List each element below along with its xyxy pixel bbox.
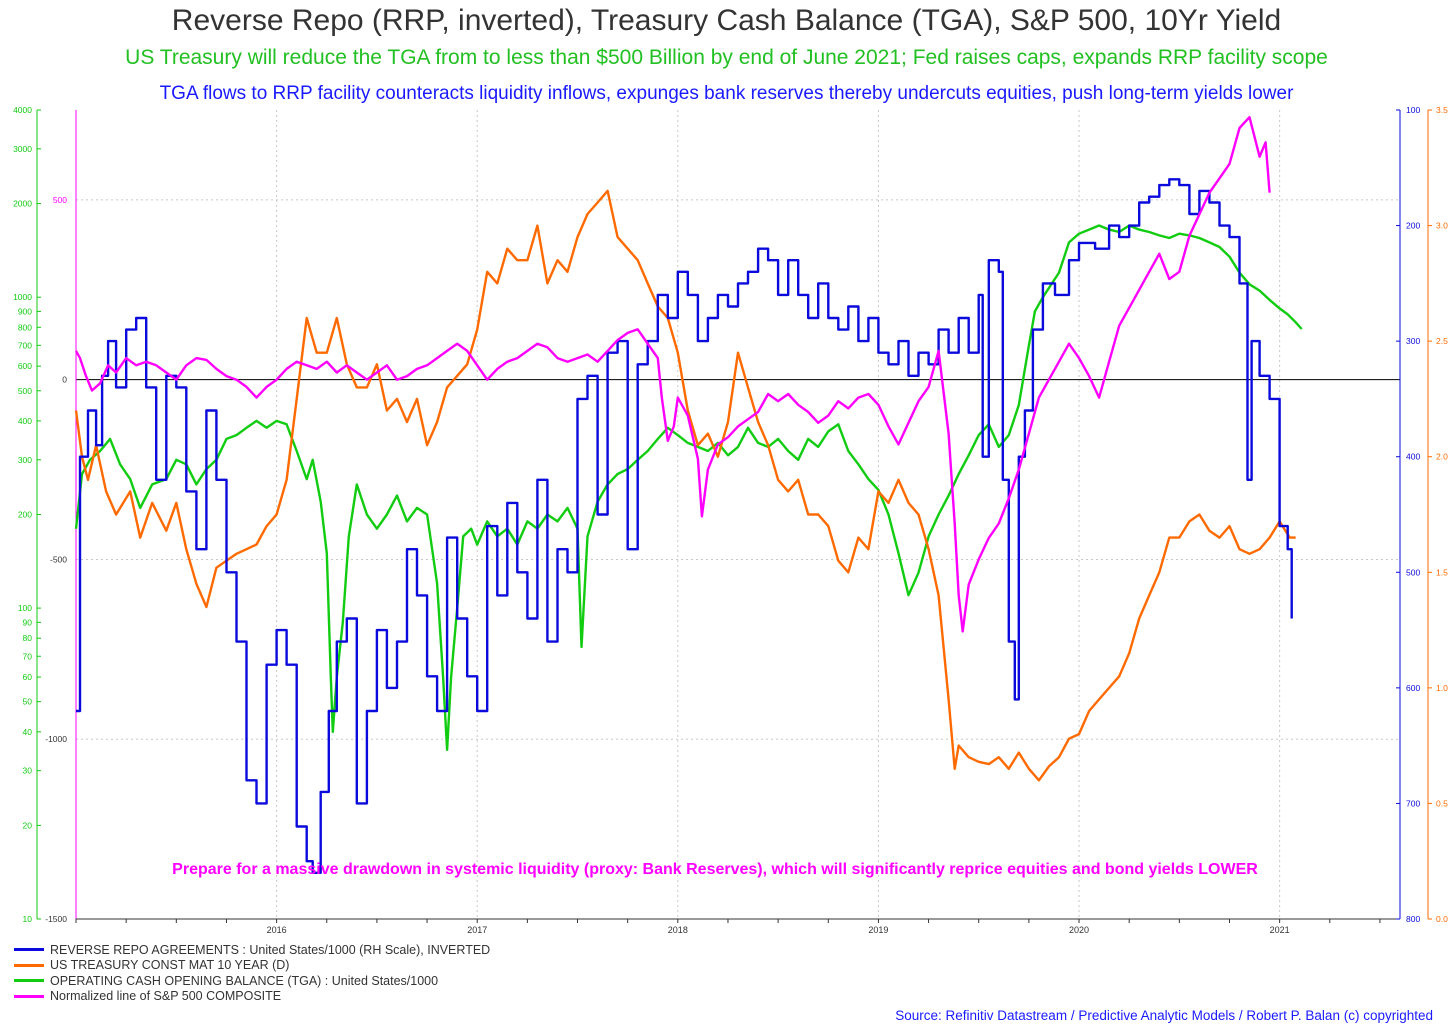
tnx-tick-label: 3.0	[1436, 221, 1448, 231]
x-tick-label: 2020	[1069, 925, 1089, 935]
legend-label-tnx: US TREASURY CONST MAT 10 YEAR (D)	[50, 958, 290, 973]
tnx-tick-label: 3.5	[1436, 105, 1448, 115]
spx-tick-label: -1500	[45, 914, 67, 924]
legend-swatch-tga	[14, 979, 44, 983]
legend-label-rrp: REVERSE REPO AGREEMENTS : United States/…	[50, 942, 491, 957]
chart-subtitle: US Treasury will reduce the TGA from to …	[125, 46, 1328, 69]
x-tick-label: 2017	[467, 925, 487, 935]
series-line-tnx	[74, 189, 1296, 782]
rrp-tick-label: 400	[1406, 452, 1420, 462]
spx-tick-label: 500	[53, 195, 67, 205]
spx-tick-label: -1000	[45, 734, 67, 744]
legend-item-rrp: REVERSE REPO AGREEMENTS : United States/…	[14, 942, 490, 958]
spx-tick-label: 0	[62, 375, 67, 385]
legend-swatch-rrp	[14, 948, 44, 952]
spx-tick-label: -500	[50, 554, 67, 564]
annotation-text: Prepare for a massive drawdown in system…	[172, 861, 1258, 878]
tga-tick-label: 700	[18, 340, 32, 350]
chart-title: Reverse Repo (RRP, inverted), Treasury C…	[171, 4, 1282, 37]
tga-tick-label: 100	[18, 603, 32, 613]
tga-tick-label: 300	[18, 455, 32, 465]
tga-tick-label: 40	[23, 727, 33, 737]
legend-swatch-spx	[14, 994, 44, 998]
legend-swatch-tnx	[14, 963, 44, 967]
tga-tick-label: 80	[23, 633, 33, 643]
rrp-tick-label: 700	[1406, 798, 1420, 808]
x-tick-label: 2021	[1270, 925, 1290, 935]
series-line-tga	[74, 224, 1303, 751]
source-credit: Source: Refinitiv Datastream / Predictiv…	[895, 1008, 1433, 1023]
x-tick-label: 2019	[868, 925, 888, 935]
chart-plot: 2016 2017 2018 2019 2020 20214000300020001000…	[13, 105, 1448, 935]
tga-tick-label: 10	[23, 914, 33, 924]
tnx-tick-label: 2.5	[1436, 336, 1448, 346]
rrp-tick-label: 100	[1406, 105, 1420, 115]
tga-tick-label: 3000	[13, 144, 32, 154]
rrp-tick-label: 300	[1406, 336, 1420, 346]
x-tick-label: 2018	[668, 925, 688, 935]
rrp-tick-label: 800	[1406, 914, 1420, 924]
tga-tick-label: 30	[23, 766, 33, 776]
tnx-tick-label: 2.0	[1436, 452, 1448, 462]
legend: REVERSE REPO AGREEMENTS : United States/…	[14, 942, 490, 1004]
tga-tick-label: 70	[23, 651, 33, 661]
tga-tick-label: 2000	[13, 199, 32, 209]
legend-label-spx: Normalized line of S&P 500 COMPOSITE	[50, 989, 282, 1004]
tga-tick-label: 1000	[13, 292, 32, 302]
series-line-spx	[74, 116, 1271, 633]
tga-tick-label: 4000	[13, 105, 32, 115]
chart-subtitle-2: TGA flows to RRP facility counteracts li…	[159, 83, 1294, 104]
legend-item-tga: OPERATING CASH OPENING BALANCE (TGA) : U…	[14, 973, 490, 989]
tga-tick-label: 90	[23, 617, 33, 627]
tnx-tick-label: 1.0	[1436, 683, 1448, 693]
tga-tick-label: 600	[18, 361, 32, 371]
legend-item-tnx: US TREASURY CONST MAT 10 YEAR (D)	[14, 958, 490, 974]
tga-tick-label: 50	[23, 697, 33, 707]
tga-tick-label: 20	[23, 820, 33, 830]
tnx-tick-label: 0.0	[1436, 914, 1448, 924]
series-line-rrp	[76, 178, 1293, 874]
tnx-tick-label: 0.5	[1436, 798, 1448, 808]
tga-tick-label: 800	[18, 322, 32, 332]
tga-tick-label: 500	[18, 386, 32, 396]
rrp-tick-label: 500	[1406, 567, 1420, 577]
legend-item-spx: Normalized line of S&P 500 COMPOSITE	[14, 989, 490, 1005]
tga-tick-label: 400	[18, 416, 32, 426]
tga-tick-label: 200	[18, 510, 32, 520]
tnx-tick-label: 1.5	[1436, 567, 1448, 577]
rrp-tick-label: 200	[1406, 221, 1420, 231]
tga-tick-label: 60	[23, 672, 33, 682]
tga-tick-label: 900	[18, 306, 32, 316]
legend-label-tga: OPERATING CASH OPENING BALANCE (TGA) : U…	[50, 973, 439, 988]
x-tick-label: 2016	[267, 925, 287, 935]
rrp-tick-label: 600	[1406, 683, 1420, 693]
